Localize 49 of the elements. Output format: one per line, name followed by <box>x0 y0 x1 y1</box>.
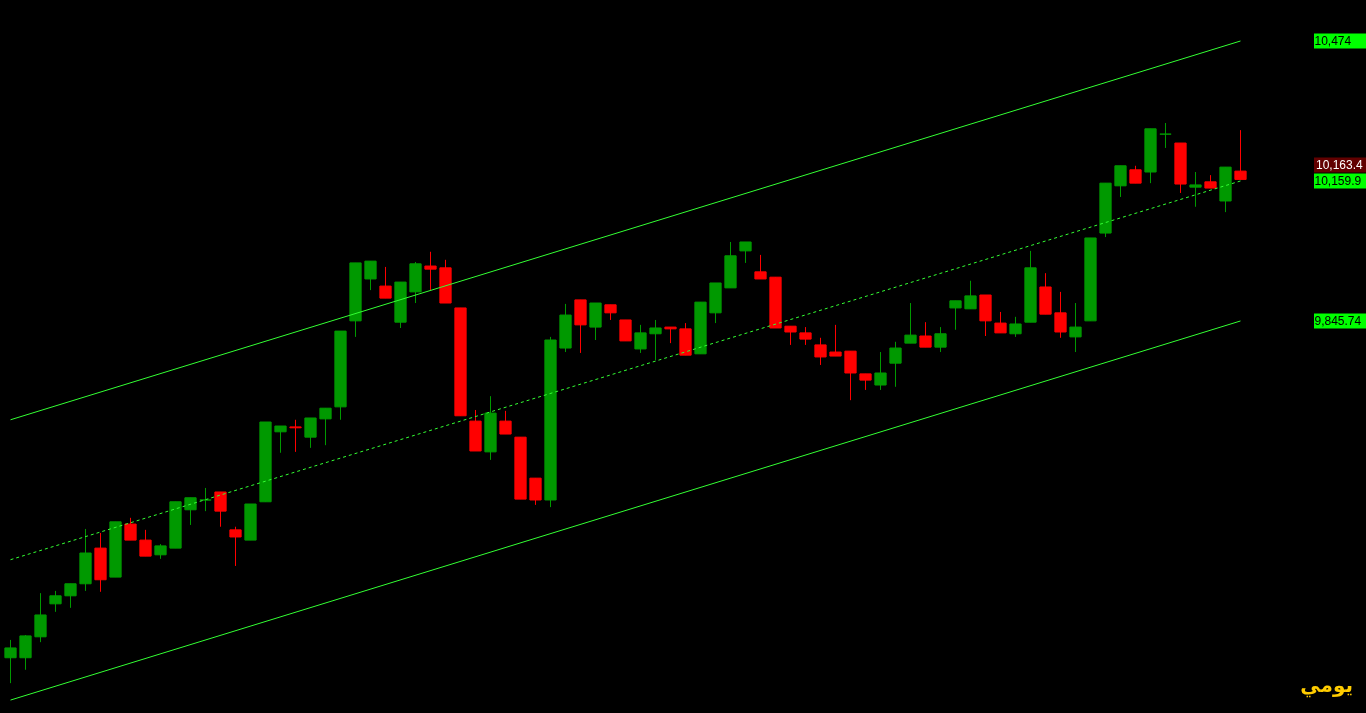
candlestick <box>139 529 152 557</box>
candlestick <box>184 497 197 526</box>
y-tick-label: 10,159.9 <box>1314 174 1362 189</box>
candlestick <box>1234 129 1247 180</box>
text: يومي <box>1300 673 1353 698</box>
candlestick <box>124 517 137 541</box>
candlestick <box>784 325 797 346</box>
candlestick <box>364 260 377 291</box>
candlestick <box>274 425 287 454</box>
candlestick <box>889 341 902 388</box>
candlestick <box>34 592 47 643</box>
candlestick <box>964 280 977 310</box>
candlestick <box>1009 316 1022 338</box>
candlestick <box>1159 122 1172 149</box>
candlestick <box>1114 165 1127 198</box>
candlestick <box>4 639 17 684</box>
candlestick <box>904 302 917 344</box>
candlestick <box>949 300 962 331</box>
candlestick <box>19 634 32 671</box>
candlestick <box>499 410 512 435</box>
candlestick <box>934 326 947 353</box>
candlestick <box>319 407 332 446</box>
candlestick <box>1189 171 1202 208</box>
text: 10,163.4 <box>1316 158 1364 172</box>
candlestick <box>1069 302 1082 353</box>
candlestick <box>919 321 932 348</box>
candlestick <box>649 319 662 361</box>
candlestick <box>844 350 857 401</box>
candlestick <box>829 324 842 357</box>
candlestick <box>1054 291 1067 339</box>
candlestick <box>814 337 827 366</box>
y-tick-label: 9,845.74 <box>1314 314 1362 329</box>
y-tick-label: 10,474 <box>1314 34 1352 49</box>
candlestick <box>634 324 647 354</box>
candlestick <box>199 487 212 512</box>
candlestick <box>214 491 227 528</box>
candlestick <box>229 526 242 567</box>
candlestick <box>529 477 542 506</box>
candlestick <box>289 419 302 453</box>
candlestick <box>64 583 77 609</box>
candlestick <box>49 590 62 613</box>
candlestick <box>739 241 752 264</box>
candlestick <box>304 417 317 449</box>
candlestick <box>424 251 437 291</box>
candlestick <box>619 319 632 342</box>
candlestick <box>994 311 1007 334</box>
candlestick <box>379 266 392 299</box>
candlestick <box>874 351 887 391</box>
candlestick <box>754 254 767 280</box>
